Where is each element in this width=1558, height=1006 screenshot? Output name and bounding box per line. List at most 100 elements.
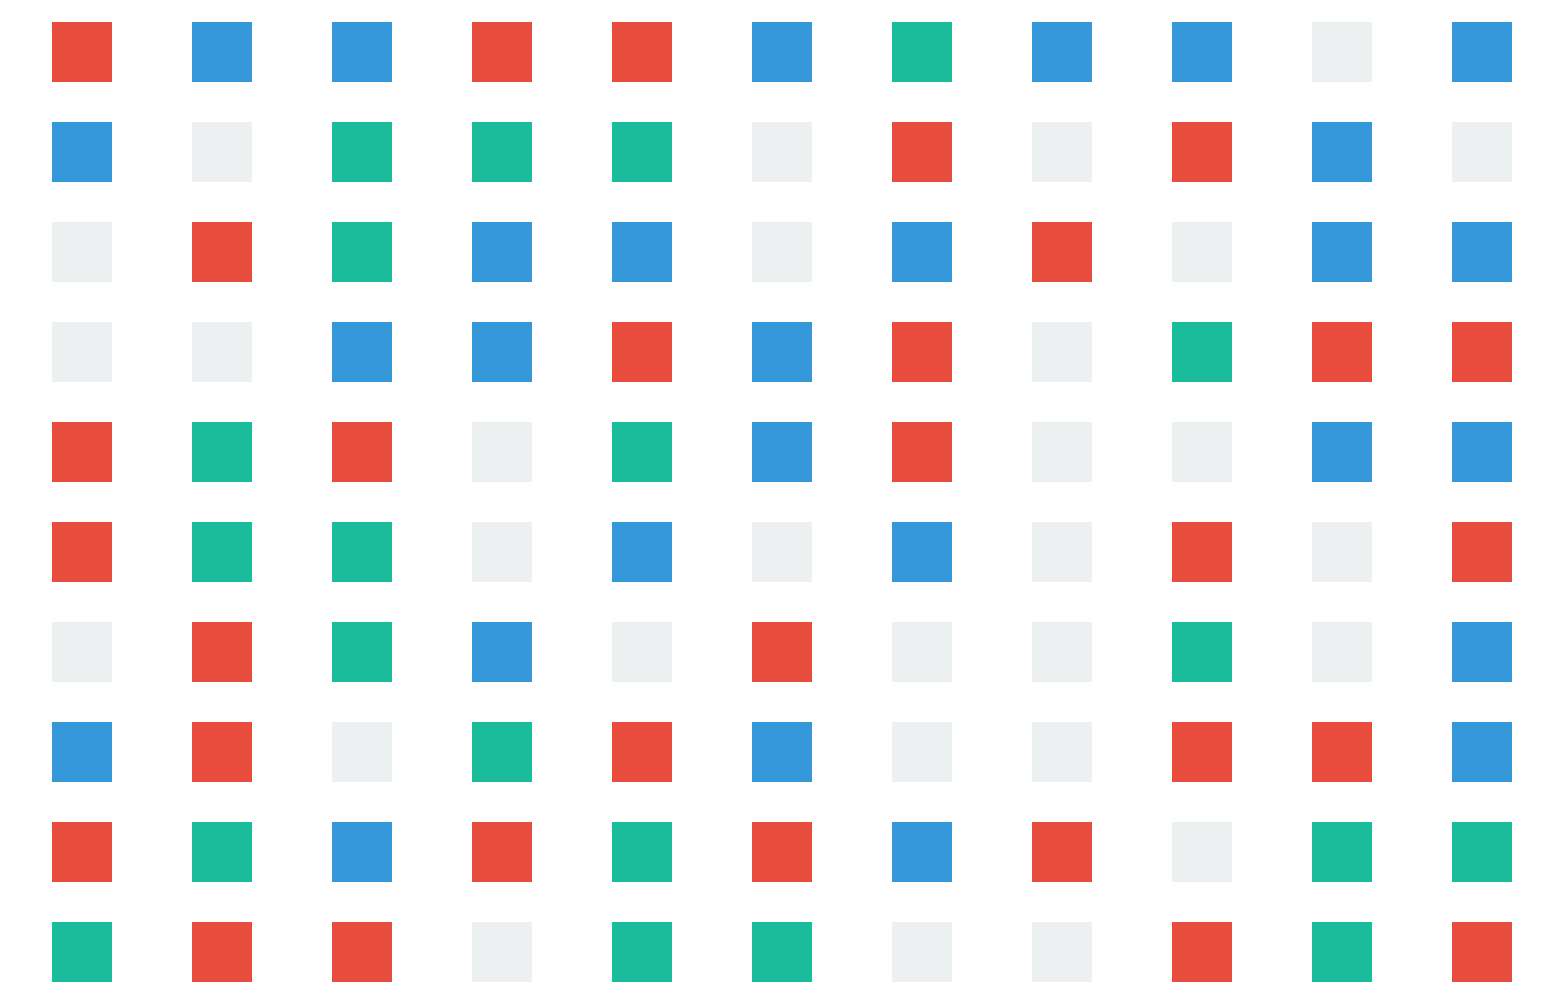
tile-green-r3-c3[interactable] (332, 222, 392, 282)
tile-green-r2-c3[interactable] (332, 122, 392, 182)
tile-empty-r10-c4[interactable] (472, 922, 532, 982)
tile-green-r6-c2[interactable] (192, 522, 252, 582)
tile-green-r5-c5[interactable] (612, 422, 672, 482)
tile-empty-r4-c8[interactable] (1032, 322, 1092, 382)
tile-empty-r2-c6[interactable] (752, 122, 812, 182)
tile-blue-r2-c1[interactable] (52, 122, 112, 182)
tile-empty-r2-c2[interactable] (192, 122, 252, 182)
tile-green-r6-c3[interactable] (332, 522, 392, 582)
tile-empty-r3-c1[interactable] (52, 222, 112, 282)
tile-blue-r1-c3[interactable] (332, 22, 392, 82)
tile-blue-r6-c5[interactable] (612, 522, 672, 582)
tile-empty-r3-c6[interactable] (752, 222, 812, 282)
tile-red-r7-c6[interactable] (752, 622, 812, 682)
tile-empty-r6-c10[interactable] (1312, 522, 1372, 582)
tile-green-r5-c2[interactable] (192, 422, 252, 482)
tile-red-r4-c7[interactable] (892, 322, 952, 382)
tile-empty-r7-c5[interactable] (612, 622, 672, 682)
tile-blue-r3-c11[interactable] (1452, 222, 1512, 282)
tile-red-r4-c11[interactable] (1452, 322, 1512, 382)
tile-red-r9-c6[interactable] (752, 822, 812, 882)
tile-blue-r9-c3[interactable] (332, 822, 392, 882)
tile-red-r8-c9[interactable] (1172, 722, 1232, 782)
tile-blue-r1-c8[interactable] (1032, 22, 1092, 82)
tile-green-r9-c11[interactable] (1452, 822, 1512, 882)
tile-empty-r7-c1[interactable] (52, 622, 112, 682)
tile-green-r7-c9[interactable] (1172, 622, 1232, 682)
tile-red-r5-c7[interactable] (892, 422, 952, 482)
tile-empty-r8-c7[interactable] (892, 722, 952, 782)
tile-red-r2-c7[interactable] (892, 122, 952, 182)
tile-red-r3-c8[interactable] (1032, 222, 1092, 282)
tile-blue-r3-c10[interactable] (1312, 222, 1372, 282)
tile-blue-r8-c6[interactable] (752, 722, 812, 782)
tile-green-r4-c9[interactable] (1172, 322, 1232, 382)
tile-red-r4-c5[interactable] (612, 322, 672, 382)
tile-empty-r6-c8[interactable] (1032, 522, 1092, 582)
tile-empty-r5-c8[interactable] (1032, 422, 1092, 482)
tile-red-r5-c3[interactable] (332, 422, 392, 482)
tile-empty-r9-c9[interactable] (1172, 822, 1232, 882)
tile-empty-r3-c9[interactable] (1172, 222, 1232, 282)
tile-empty-r1-c10[interactable] (1312, 22, 1372, 82)
tile-red-r6-c1[interactable] (52, 522, 112, 582)
tile-blue-r6-c7[interactable] (892, 522, 952, 582)
tile-empty-r2-c11[interactable] (1452, 122, 1512, 182)
tile-empty-r5-c9[interactable] (1172, 422, 1232, 482)
tile-blue-r3-c4[interactable] (472, 222, 532, 282)
tile-blue-r7-c11[interactable] (1452, 622, 1512, 682)
tile-blue-r1-c6[interactable] (752, 22, 812, 82)
tile-blue-r1-c9[interactable] (1172, 22, 1232, 82)
tile-blue-r1-c11[interactable] (1452, 22, 1512, 82)
tile-red-r10-c3[interactable] (332, 922, 392, 982)
tile-blue-r4-c6[interactable] (752, 322, 812, 382)
tile-empty-r6-c6[interactable] (752, 522, 812, 582)
tile-blue-r5-c10[interactable] (1312, 422, 1372, 482)
tile-blue-r4-c4[interactable] (472, 322, 532, 382)
tile-empty-r10-c7[interactable] (892, 922, 952, 982)
tile-blue-r2-c10[interactable] (1312, 122, 1372, 182)
tile-red-r6-c9[interactable] (1172, 522, 1232, 582)
tile-green-r10-c1[interactable] (52, 922, 112, 982)
tile-red-r6-c11[interactable] (1452, 522, 1512, 582)
tile-green-r7-c3[interactable] (332, 622, 392, 682)
tile-red-r3-c2[interactable] (192, 222, 252, 282)
tile-green-r8-c4[interactable] (472, 722, 532, 782)
tile-red-r1-c1[interactable] (52, 22, 112, 82)
tile-empty-r10-c8[interactable] (1032, 922, 1092, 982)
tile-empty-r7-c7[interactable] (892, 622, 952, 682)
tile-empty-r5-c4[interactable] (472, 422, 532, 482)
tile-green-r9-c5[interactable] (612, 822, 672, 882)
tile-red-r1-c4[interactable] (472, 22, 532, 82)
tile-red-r10-c9[interactable] (1172, 922, 1232, 982)
tile-red-r9-c1[interactable] (52, 822, 112, 882)
tile-blue-r1-c2[interactable] (192, 22, 252, 82)
tile-blue-r3-c5[interactable] (612, 222, 672, 282)
tile-green-r10-c10[interactable] (1312, 922, 1372, 982)
tile-red-r5-c1[interactable] (52, 422, 112, 482)
tile-red-r7-c2[interactable] (192, 622, 252, 682)
tile-empty-r8-c3[interactable] (332, 722, 392, 782)
tile-blue-r3-c7[interactable] (892, 222, 952, 282)
tile-empty-r7-c8[interactable] (1032, 622, 1092, 682)
tile-red-r10-c11[interactable] (1452, 922, 1512, 982)
tile-empty-r4-c2[interactable] (192, 322, 252, 382)
tile-blue-r5-c6[interactable] (752, 422, 812, 482)
tile-green-r9-c2[interactable] (192, 822, 252, 882)
tile-red-r8-c5[interactable] (612, 722, 672, 782)
tile-green-r1-c7[interactable] (892, 22, 952, 82)
tile-blue-r8-c1[interactable] (52, 722, 112, 782)
tile-red-r9-c8[interactable] (1032, 822, 1092, 882)
tile-empty-r6-c4[interactable] (472, 522, 532, 582)
tile-green-r10-c6[interactable] (752, 922, 812, 982)
tile-empty-r7-c10[interactable] (1312, 622, 1372, 682)
tile-blue-r9-c7[interactable] (892, 822, 952, 882)
tile-blue-r7-c4[interactable] (472, 622, 532, 682)
tile-red-r8-c2[interactable] (192, 722, 252, 782)
tile-red-r2-c9[interactable] (1172, 122, 1232, 182)
tile-blue-r8-c11[interactable] (1452, 722, 1512, 782)
tile-empty-r8-c8[interactable] (1032, 722, 1092, 782)
tile-red-r10-c2[interactable] (192, 922, 252, 982)
tile-green-r2-c5[interactable] (612, 122, 672, 182)
tile-empty-r2-c8[interactable] (1032, 122, 1092, 182)
